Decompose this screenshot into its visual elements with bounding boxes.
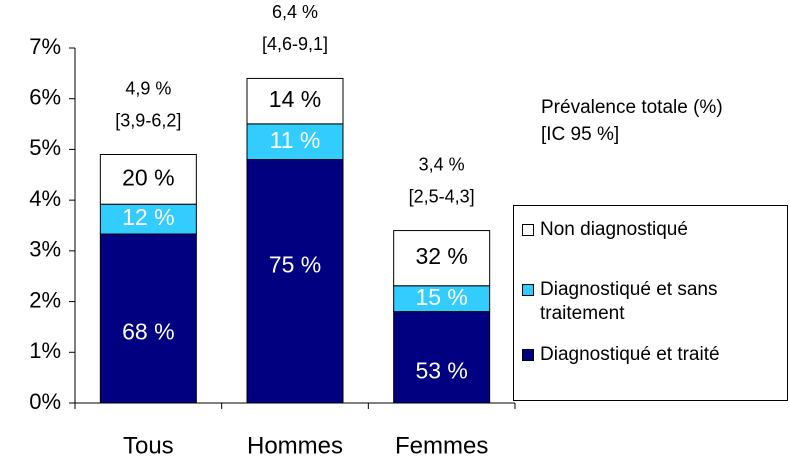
y-tick-label: 2% [29, 287, 61, 312]
x-tick-label: Femmes [395, 432, 488, 459]
legend-swatch [522, 224, 534, 236]
legend-label: Non diagnostiqué [540, 219, 688, 240]
segment-label: 11 % [270, 127, 321, 153]
total-label-bg [235, 0, 355, 63]
y-tick-label: 0% [29, 389, 61, 414]
total-label-bg [381, 150, 502, 215]
bar-segment [99, 154, 197, 205]
ci-label: [4,6-9,1] [262, 34, 328, 54]
segment-label: 12 % [122, 204, 174, 230]
segment-label: 53 % [415, 357, 467, 383]
legend-swatch [522, 284, 534, 296]
y-tick-label: 7% [29, 34, 61, 59]
legend: Non diagnostiqué Diagnostiqué et sans tra… [513, 205, 788, 401]
total-label-bg [88, 74, 209, 139]
ci-label: [2,5-4,3] [409, 186, 475, 206]
bar-segment [246, 77, 344, 125]
bar-segment [393, 285, 491, 313]
total-label: 6,4 % [272, 2, 318, 22]
legend-item: Diagnostiqué et traité [522, 343, 784, 367]
x-tick-label: Hommes [247, 432, 343, 459]
legend-title: Prévalence totale (%) [541, 97, 723, 118]
legend-label: Diagnostiqué et sans traitement [540, 279, 718, 324]
x-tick-label: Tous [123, 432, 174, 459]
segment-label: 68 % [122, 319, 174, 345]
segment-label: 14 % [269, 86, 321, 112]
bar-segment [393, 311, 491, 404]
y-tick-label: 3% [29, 237, 61, 262]
y-tick-label: 6% [29, 85, 61, 110]
y-tick-label: 1% [29, 338, 61, 363]
legend-title: [IC 95 %] [541, 124, 619, 145]
legend-item: Non diagnostiqué [522, 218, 784, 242]
segment-label: 15 % [415, 284, 467, 310]
total-label: 3,4 % [419, 154, 465, 174]
segment-label: 75 % [269, 251, 321, 277]
segment-label: 20 % [122, 164, 174, 190]
segment-label: 32 % [415, 243, 467, 269]
legend-label: Diagnostiqué et traité [540, 344, 720, 365]
bar-segment [393, 230, 491, 287]
bar-segment [246, 159, 344, 404]
ci-label: [3,9-6,2] [115, 110, 181, 130]
legend-swatch [522, 349, 534, 361]
y-tick-label: 4% [29, 186, 61, 211]
total-label: 4,9 % [125, 78, 171, 98]
y-tick-label: 5% [29, 135, 61, 160]
legend-item: Diagnostiqué et sans traitement [522, 278, 784, 326]
